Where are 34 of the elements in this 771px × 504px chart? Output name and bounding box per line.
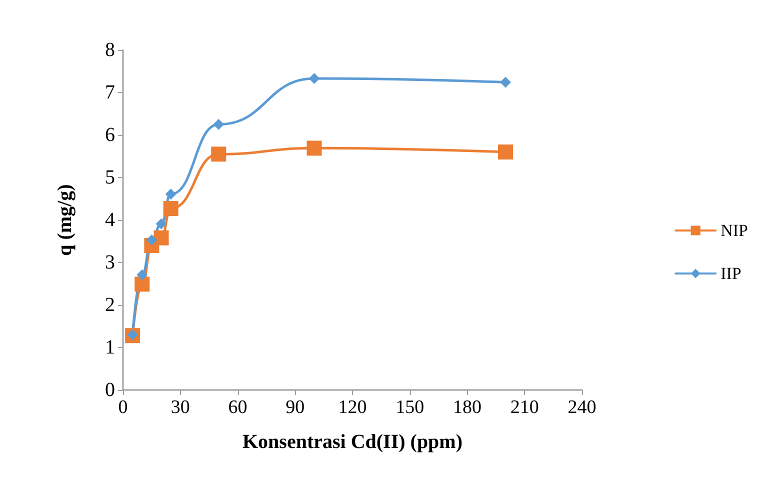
x-tick-label: 210	[510, 397, 539, 418]
x-tick-label: 240	[568, 397, 596, 418]
y-tick-label: 0	[105, 379, 115, 401]
point	[498, 144, 513, 160]
y-tick-label: 6	[105, 124, 115, 146]
point	[213, 118, 224, 130]
y-tick-label: 1	[105, 336, 115, 358]
legend-label: IIP	[720, 264, 742, 283]
point	[306, 140, 322, 156]
point	[308, 72, 320, 84]
point	[134, 276, 150, 292]
x-tick-label: 30	[170, 397, 190, 418]
x-tick-label: 0	[118, 397, 128, 418]
point	[165, 188, 176, 200]
x-tick-label: 150	[396, 397, 424, 418]
x-tick-label: 180	[453, 397, 482, 418]
point	[163, 201, 178, 216]
y-tick-label: 3	[105, 252, 115, 274]
y-axis-title: q (mg/g)	[54, 184, 76, 256]
point	[500, 76, 511, 88]
y-tick-label: 5	[105, 166, 115, 188]
x-axis-title: Konsentrasi Cd(II) (ppm)	[242, 431, 463, 453]
y-tick-label: 4	[105, 209, 115, 231]
x-tick-label: 120	[338, 397, 367, 418]
point	[154, 230, 169, 246]
y-tick-label: 2	[105, 294, 115, 316]
x-tick-label: 90	[286, 397, 305, 418]
y-tick-label: 8	[105, 39, 115, 61]
x-tick-label: 60	[228, 397, 248, 418]
point	[156, 218, 167, 230]
point	[136, 269, 148, 280]
legend-label: NIP	[720, 221, 748, 240]
point	[211, 146, 226, 162]
y-tick-label: 7	[105, 82, 115, 104]
